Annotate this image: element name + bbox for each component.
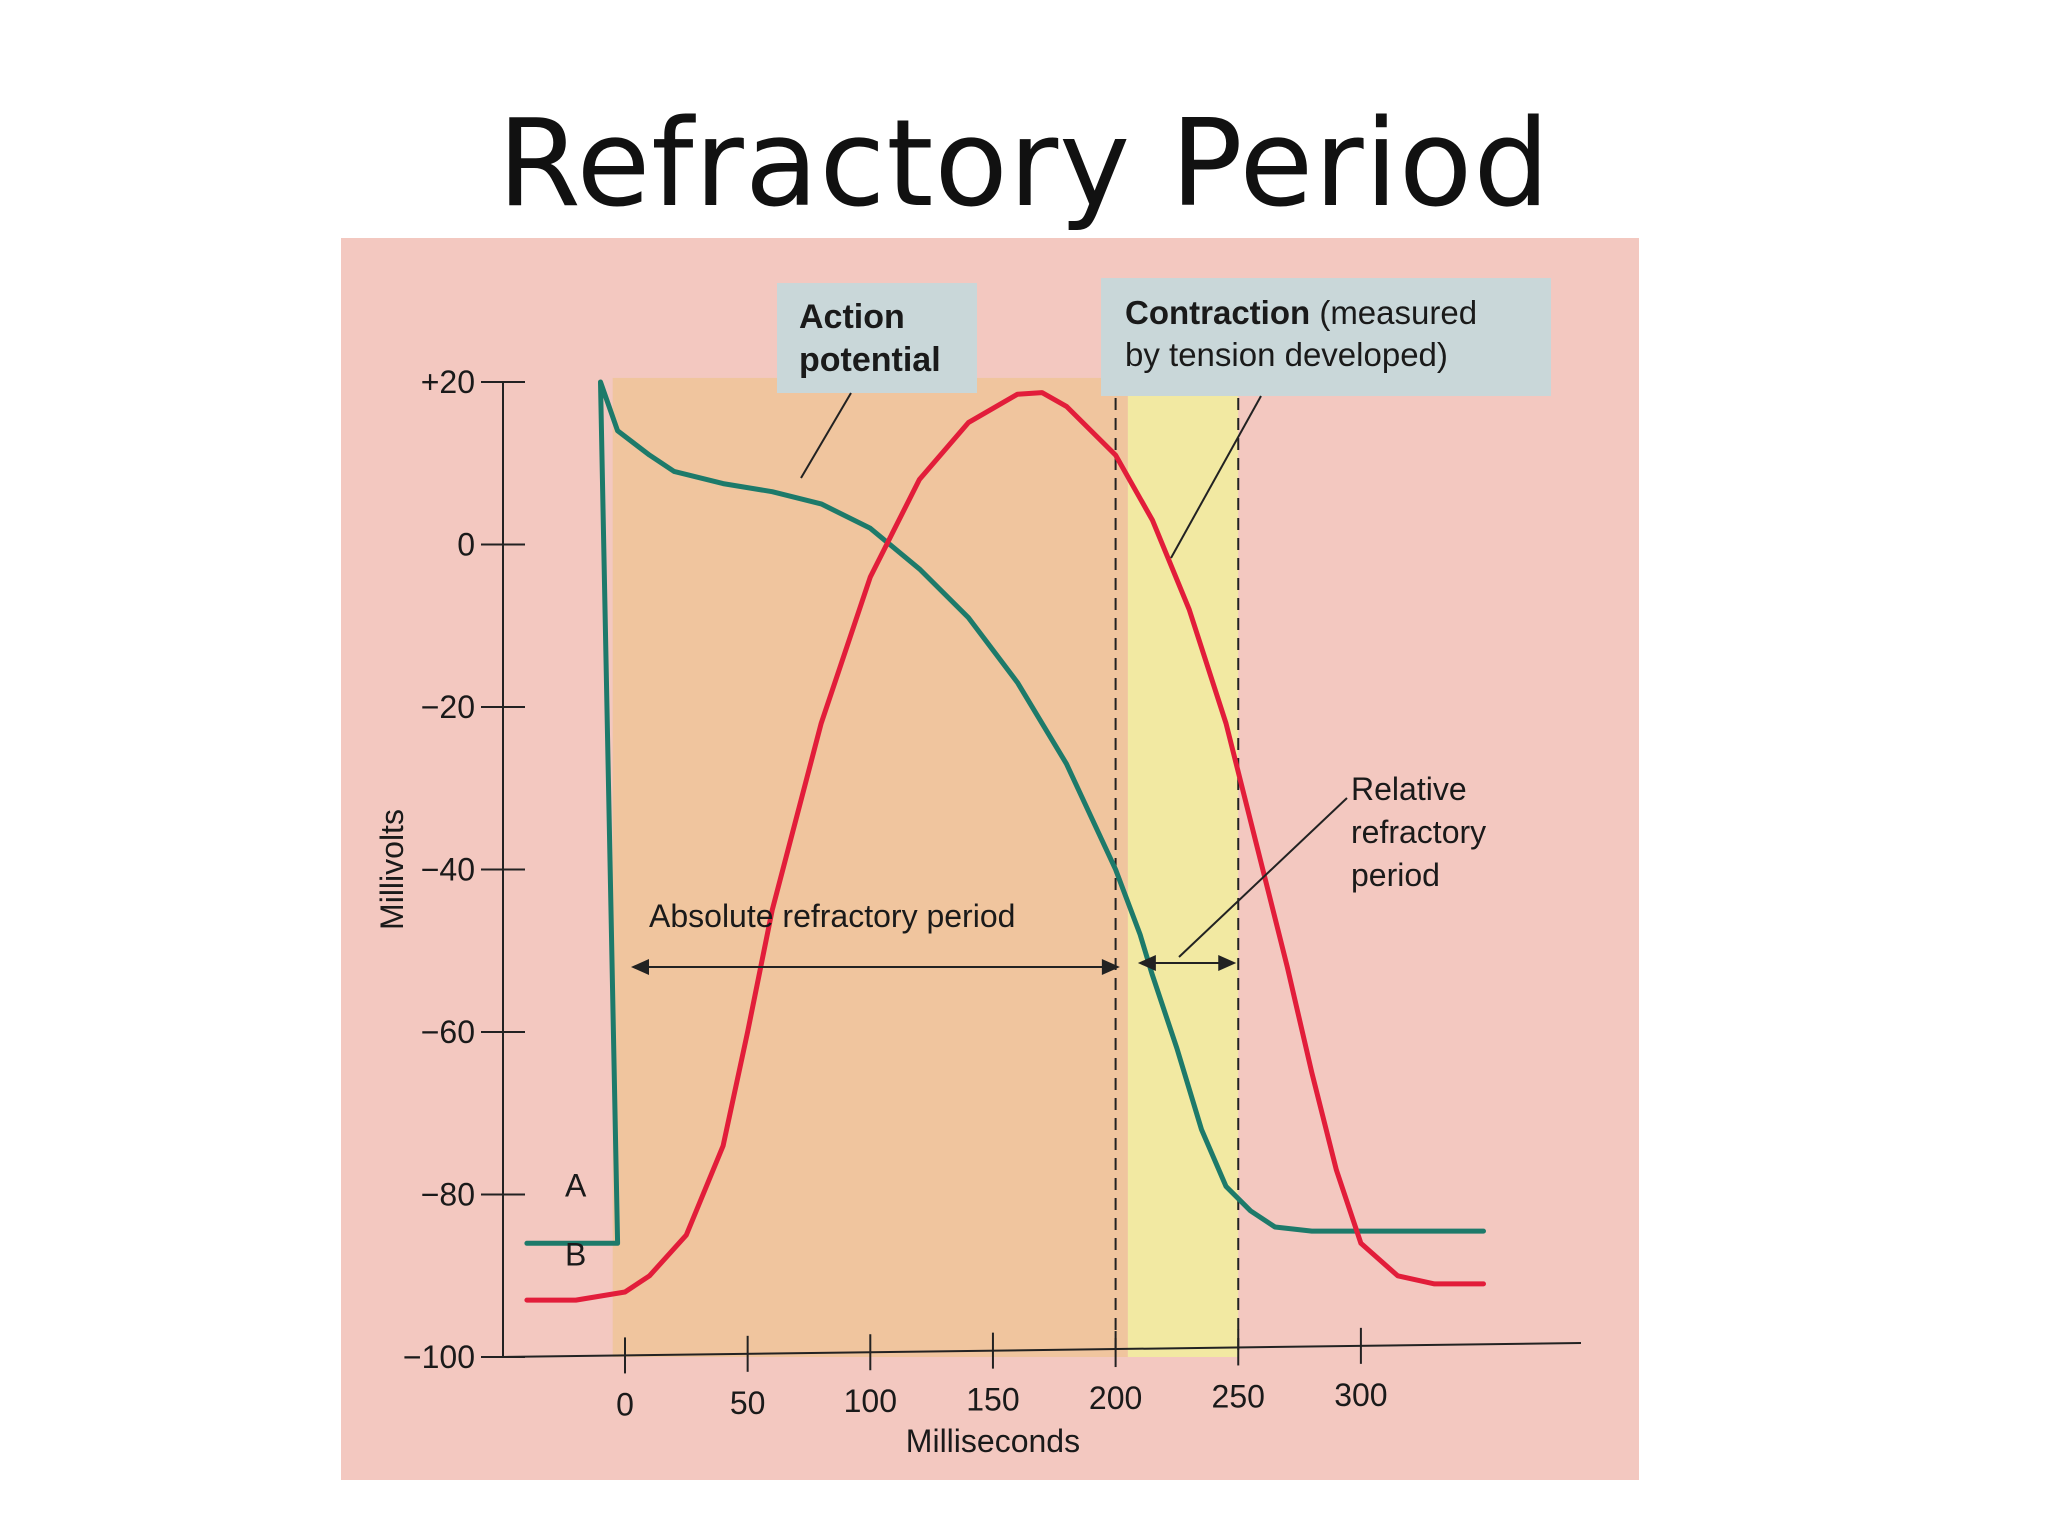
action-potential-label-line2: potential	[799, 341, 941, 379]
relative-refractory-label-line2: refractory	[1351, 814, 1486, 850]
figure-panel: +20 0 −20 −40 −60 −80 −100 0 50 100 150 200 250 300 Mi…	[341, 238, 1639, 1480]
x-tick-label: 150	[966, 1382, 1019, 1418]
action-potential-callout-box	[777, 283, 977, 393]
series-line-action-potential	[524, 379, 1486, 1246]
contraction-label-line1: Contraction (measured	[1125, 294, 1477, 331]
curve-label-b: B	[565, 1236, 586, 1272]
absolute-refractory-label: Absolute refractory period	[649, 898, 1015, 934]
y-tick-label: +20	[421, 364, 475, 400]
y-tick-label: 0	[457, 527, 475, 563]
x-tick-label: 0	[616, 1386, 634, 1422]
x-tick-label: 50	[730, 1385, 766, 1421]
relative-arrow-head-right	[1218, 955, 1237, 971]
y-tick-label: −60	[421, 1014, 475, 1050]
curve-label-a: A	[565, 1168, 587, 1204]
absolute-arrow-head-left	[631, 959, 649, 975]
contraction-label-line2: by tension developed)	[1125, 336, 1448, 373]
action-potential-label-line1: Action	[799, 298, 905, 336]
relative-refractory-region	[1127, 358, 1239, 1357]
y-tick-label: −20	[421, 689, 475, 725]
x-tick-label: 200	[1089, 1380, 1142, 1416]
series-line-contraction	[524, 390, 1486, 1303]
slide-title: Refractory Period	[497, 95, 1551, 234]
action-potential-leader	[800, 392, 852, 479]
chart: +20 0 −20 −40 −60 −80 −100 0 50 100 150 200 250 300 Mi…	[374, 278, 1582, 1459]
relative-refractory-leader	[1178, 797, 1348, 958]
relative-arrow-head-left	[1137, 955, 1156, 971]
relative-refractory-label-line1: Relative	[1351, 771, 1467, 807]
contraction-leader	[1170, 395, 1262, 559]
x-axis	[502, 1342, 1582, 1358]
contraction-callout-box	[1101, 278, 1551, 396]
x-tick-label: 250	[1212, 1378, 1265, 1414]
absolute-arrow-head-right	[1101, 959, 1120, 975]
y-tick-label: −100	[403, 1339, 475, 1375]
x-axis-label: Milliseconds	[906, 1423, 1080, 1459]
x-tick-label: 300	[1334, 1377, 1387, 1413]
absolute-refractory-region	[612, 377, 1128, 1357]
y-axis-label: Millivolts	[374, 809, 410, 930]
y-tick-label: −40	[421, 852, 475, 888]
y-tick-label: −80	[421, 1177, 475, 1213]
relative-refractory-label-line3: period	[1351, 857, 1440, 893]
x-tick-label: 100	[844, 1383, 897, 1419]
